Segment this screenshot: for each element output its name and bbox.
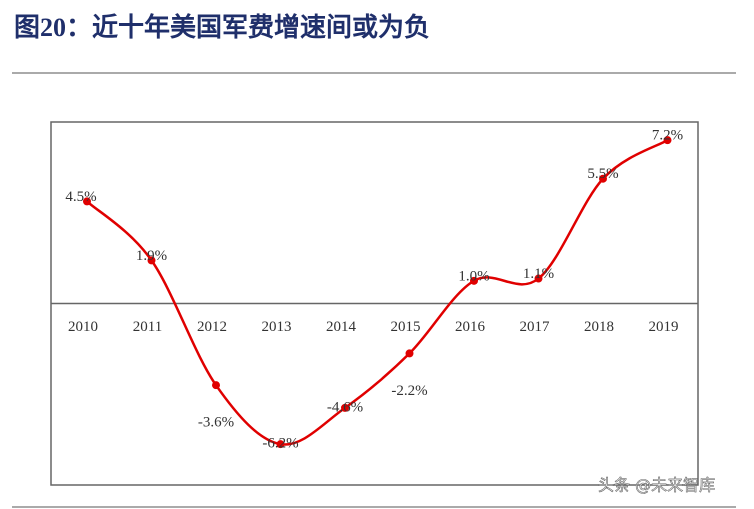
x-tick-label: 2014	[326, 319, 357, 335]
x-tick-label: 2012	[197, 319, 227, 335]
data-label: 4.5%	[65, 189, 96, 205]
x-tick-label: 2018	[584, 319, 614, 335]
x-tick-label: 2013	[262, 319, 292, 335]
data-label: -6.2%	[262, 436, 298, 452]
point	[405, 349, 414, 358]
data-label: 1.0%	[458, 268, 489, 284]
x-tick-label: 2016	[455, 319, 486, 335]
x-tick-label: 2010	[68, 319, 98, 335]
data-label: 7.2%	[652, 128, 683, 144]
watermark: 头条 @未来智库	[598, 476, 715, 495]
point	[663, 136, 672, 145]
data-label: 1.1%	[523, 266, 554, 282]
point	[147, 256, 156, 265]
data-label: -2.2%	[391, 383, 427, 399]
x-tick-label: 2019	[649, 319, 679, 335]
point	[341, 403, 349, 412]
point	[212, 381, 220, 390]
point	[599, 174, 607, 183]
point	[534, 274, 543, 283]
point	[83, 197, 91, 206]
data-label: -3.6%	[198, 415, 234, 431]
point	[276, 440, 285, 449]
x-tick-label: 2015	[391, 319, 421, 335]
data-label: -4.6%	[327, 399, 363, 415]
chart-title: 图20：近十年美国军费增速间或为负	[14, 12, 430, 42]
point	[470, 276, 478, 285]
data-label: 1.9%	[136, 248, 167, 264]
x-tick-label: 2011	[133, 319, 162, 335]
line	[86, 139, 669, 446]
data-label: 5.5%	[587, 166, 618, 182]
x-tick-label: 2017	[520, 319, 551, 335]
